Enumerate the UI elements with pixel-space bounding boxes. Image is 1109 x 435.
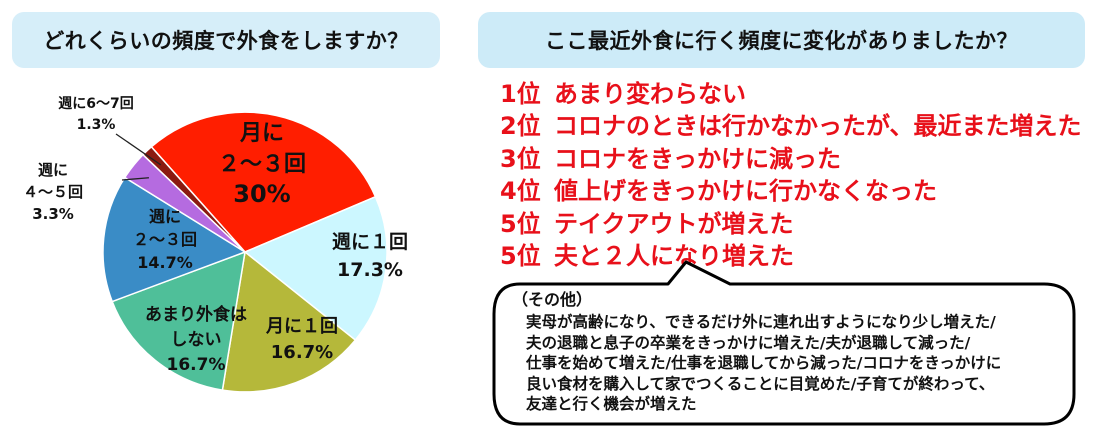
other-comment-line: 友達と行く機会が増えた	[526, 395, 697, 413]
ranking-position: 3位	[500, 144, 541, 173]
ranking-position: 5位	[500, 209, 541, 238]
pie-slice-label: あまり外食はしない 16.7%	[145, 304, 247, 375]
pie-slice	[221, 250, 357, 393]
ranking-list: 1位 あまり変わらない 2位 コロナのときは行かなかったが、最近また増えた 3位 コロ…	[500, 78, 1090, 272]
ranking-row: 1位 あまり変わらない	[500, 78, 1090, 110]
pie-slice-label: 月に２～３回 30%	[218, 121, 306, 208]
leader-line	[121, 177, 149, 181]
other-comments-title: （その他）	[512, 290, 593, 309]
ranking-row: 3位 コロナをきっかけに減った	[500, 143, 1090, 175]
pie-slice	[243, 195, 388, 342]
pie-slice	[111, 250, 246, 391]
ranking-text: コロナをきっかけに減った	[554, 144, 842, 173]
pie-slice	[150, 111, 377, 253]
ranking-text: 値上げをきっかけに行かなくなった	[554, 177, 938, 206]
other-comment-line: 夫の退職と息子の卒業をきっかけに増えた/夫が退職して減った/	[526, 333, 971, 352]
ranking-row: 4位 値上げをきっかけに行かなくなった	[500, 175, 1090, 207]
pie-chart-title-banner: どれくらいの頻度で外食をしますか？	[12, 12, 440, 68]
ranking-row: 2位 コロナのときは行かなかったが、最近また増えた	[500, 110, 1090, 142]
ranking-title: ここ最近外食に行く頻度に変化がありましたか？	[545, 29, 1018, 53]
leader-line	[115, 133, 162, 166]
ranking-title-banner: ここ最近外食に行く頻度に変化がありましたか？	[478, 12, 1085, 68]
pie-slice	[141, 145, 246, 253]
pie-chart: 月に２～３回 30% 週に１回 17.3% 月に１回 16.7% あまり外食はしない 16.7…	[23, 96, 408, 393]
other-comments-bubble	[492, 260, 1076, 426]
ranking-text: テイクアウトが増えた	[554, 209, 794, 238]
ranking-text: あまり変わらない	[554, 80, 746, 108]
pie-slice-label: 月に１回 16.7%	[265, 316, 338, 363]
other-comment-line: 仕事を始めて増えた/仕事を退職してから減った/コロナをきっかけに	[526, 354, 1002, 372]
ranking-text: コロナのときは行かなかったが、最近また増えた	[554, 112, 1082, 141]
ranking-text: 夫と２人になり増えた	[554, 241, 794, 270]
pie-slice-label: 週に１回 17.3%	[332, 231, 408, 281]
ranking-row: 5位 テイクアウトが増えた	[500, 208, 1090, 240]
other-comment-line: 実母が高齢になり、できるだけ外に連れ出すようになり少し増えた/	[526, 313, 996, 331]
pie-slice-label: 週に４～５回 3.3%	[23, 161, 83, 223]
ranking-position: 1位	[500, 80, 541, 108]
ranking-position: 4位	[500, 177, 541, 206]
ranking-position: 2位	[500, 112, 541, 141]
other-comments: （その他） 実母が高齢になり、できるだけ外に連れ出すようになり少し増えた/ 夫の…	[512, 286, 1072, 415]
speech-bubble-outline	[492, 260, 1076, 426]
other-comment-line: 良い食材を購入して家でつくることに目覚めた/子育てが終わって、	[526, 374, 995, 393]
ranking-position: 5位	[500, 241, 541, 270]
pie-slice	[102, 176, 247, 303]
pie-slice-label: 週に6～7回 1.3%	[58, 96, 133, 133]
pie-chart-title: どれくらいの頻度で外食をしますか？	[43, 29, 409, 53]
pie-slice-label: 週に２～３回 14.7%	[133, 207, 197, 272]
ranking-row: 5位 夫と２人になり増えた	[500, 240, 1090, 272]
